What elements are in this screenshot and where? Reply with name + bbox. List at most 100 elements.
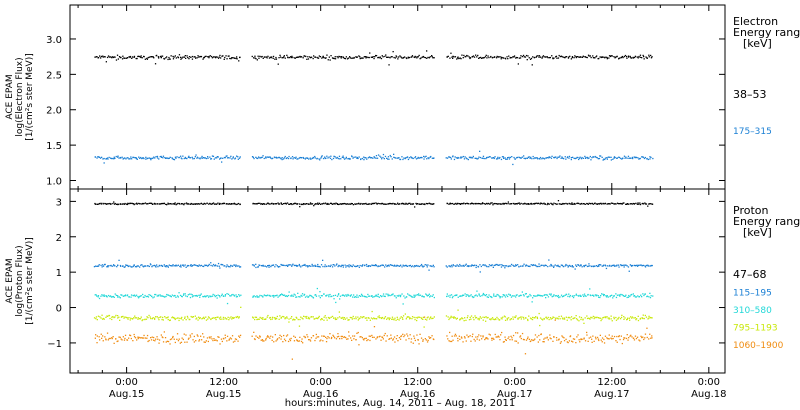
data-point: [316, 203, 318, 205]
data-point: [471, 157, 473, 159]
data-point: [137, 265, 139, 267]
data-point: [102, 340, 104, 342]
data-point: [645, 56, 647, 58]
data-point: [213, 265, 216, 267]
data-point: [331, 295, 333, 297]
data-point: [523, 157, 525, 159]
data-point: [644, 265, 646, 267]
data-point: [604, 57, 606, 59]
data-point: [594, 336, 597, 338]
data-point: [423, 158, 425, 160]
data-point: [391, 264, 393, 267]
data-point: [649, 297, 652, 299]
data-point: [269, 203, 271, 205]
data-point: [130, 202, 132, 205]
data-point: [556, 157, 558, 160]
data-point: [286, 334, 289, 336]
data-point: [491, 264, 493, 266]
data-point: [573, 317, 575, 319]
data-point: [498, 157, 500, 160]
data-point: [316, 336, 318, 338]
data-point: [371, 336, 374, 338]
data-point: [422, 316, 424, 318]
data-point: [616, 202, 619, 204]
data-point: [586, 56, 588, 59]
data-point: [358, 156, 360, 158]
data-point: [285, 295, 288, 297]
data-point: [508, 156, 510, 159]
data-point: [215, 339, 217, 341]
data-point: [363, 156, 365, 158]
data-point: [252, 295, 254, 297]
data-point: [192, 203, 194, 205]
data-point: [288, 203, 290, 205]
data-point: [279, 315, 281, 317]
data-point: [142, 203, 144, 205]
data-point: [127, 202, 129, 204]
data-point: [477, 266, 480, 268]
data-point: [352, 296, 354, 298]
data-point: [428, 269, 430, 271]
data-point: [471, 264, 473, 266]
data-point: [549, 56, 551, 59]
data-point: [388, 56, 390, 58]
data-point: [606, 316, 608, 318]
data-point: [195, 264, 197, 266]
data-point: [543, 157, 545, 160]
data-point: [591, 341, 593, 343]
data-point: [303, 264, 305, 266]
data-point: [600, 319, 602, 322]
data-point: [217, 202, 219, 204]
data-point: [353, 338, 355, 340]
x-tick-date: Aug.18: [691, 389, 726, 400]
data-point: [381, 264, 383, 266]
data-point: [172, 203, 174, 205]
data-point: [355, 318, 357, 320]
data-point: [639, 202, 641, 204]
data-point: [261, 203, 264, 205]
data-point: [120, 157, 122, 159]
data-point: [188, 293, 191, 295]
data-point: [171, 158, 174, 160]
data-point: [101, 266, 103, 268]
data-point: [406, 265, 408, 267]
data-point: [129, 202, 131, 204]
data-point: [651, 203, 654, 205]
data-point: [323, 316, 325, 318]
data-point: [284, 318, 286, 320]
data-point: [97, 265, 99, 267]
data-point: [339, 56, 341, 58]
data-point: [648, 315, 650, 317]
data-point: [291, 203, 293, 206]
data-point: [452, 295, 454, 298]
data-point: [171, 157, 173, 159]
data-point: [316, 287, 318, 290]
data-point: [192, 316, 195, 318]
data-point: [414, 295, 416, 297]
data-point: [552, 204, 554, 206]
data-point: [272, 264, 275, 266]
data-point: [363, 56, 365, 58]
data-point: [214, 317, 216, 319]
data-point: [223, 58, 225, 60]
data-point: [623, 295, 625, 297]
data-point: [468, 319, 471, 321]
data-point: [631, 293, 633, 296]
data-point: [482, 336, 484, 338]
data-point: [582, 318, 584, 320]
data-point: [643, 157, 646, 160]
data-point: [256, 336, 259, 338]
data-point: [553, 266, 555, 268]
data-point: [313, 55, 315, 57]
data-point: [538, 334, 540, 337]
data-point: [232, 317, 234, 319]
data-point: [331, 158, 333, 161]
data-point: [377, 265, 380, 267]
data-point: [460, 318, 462, 320]
data-point: [356, 56, 358, 58]
data-point: [139, 157, 141, 159]
data-point: [337, 294, 340, 296]
data-point: [341, 317, 343, 319]
data-point: [375, 202, 377, 204]
data-point: [465, 340, 467, 342]
